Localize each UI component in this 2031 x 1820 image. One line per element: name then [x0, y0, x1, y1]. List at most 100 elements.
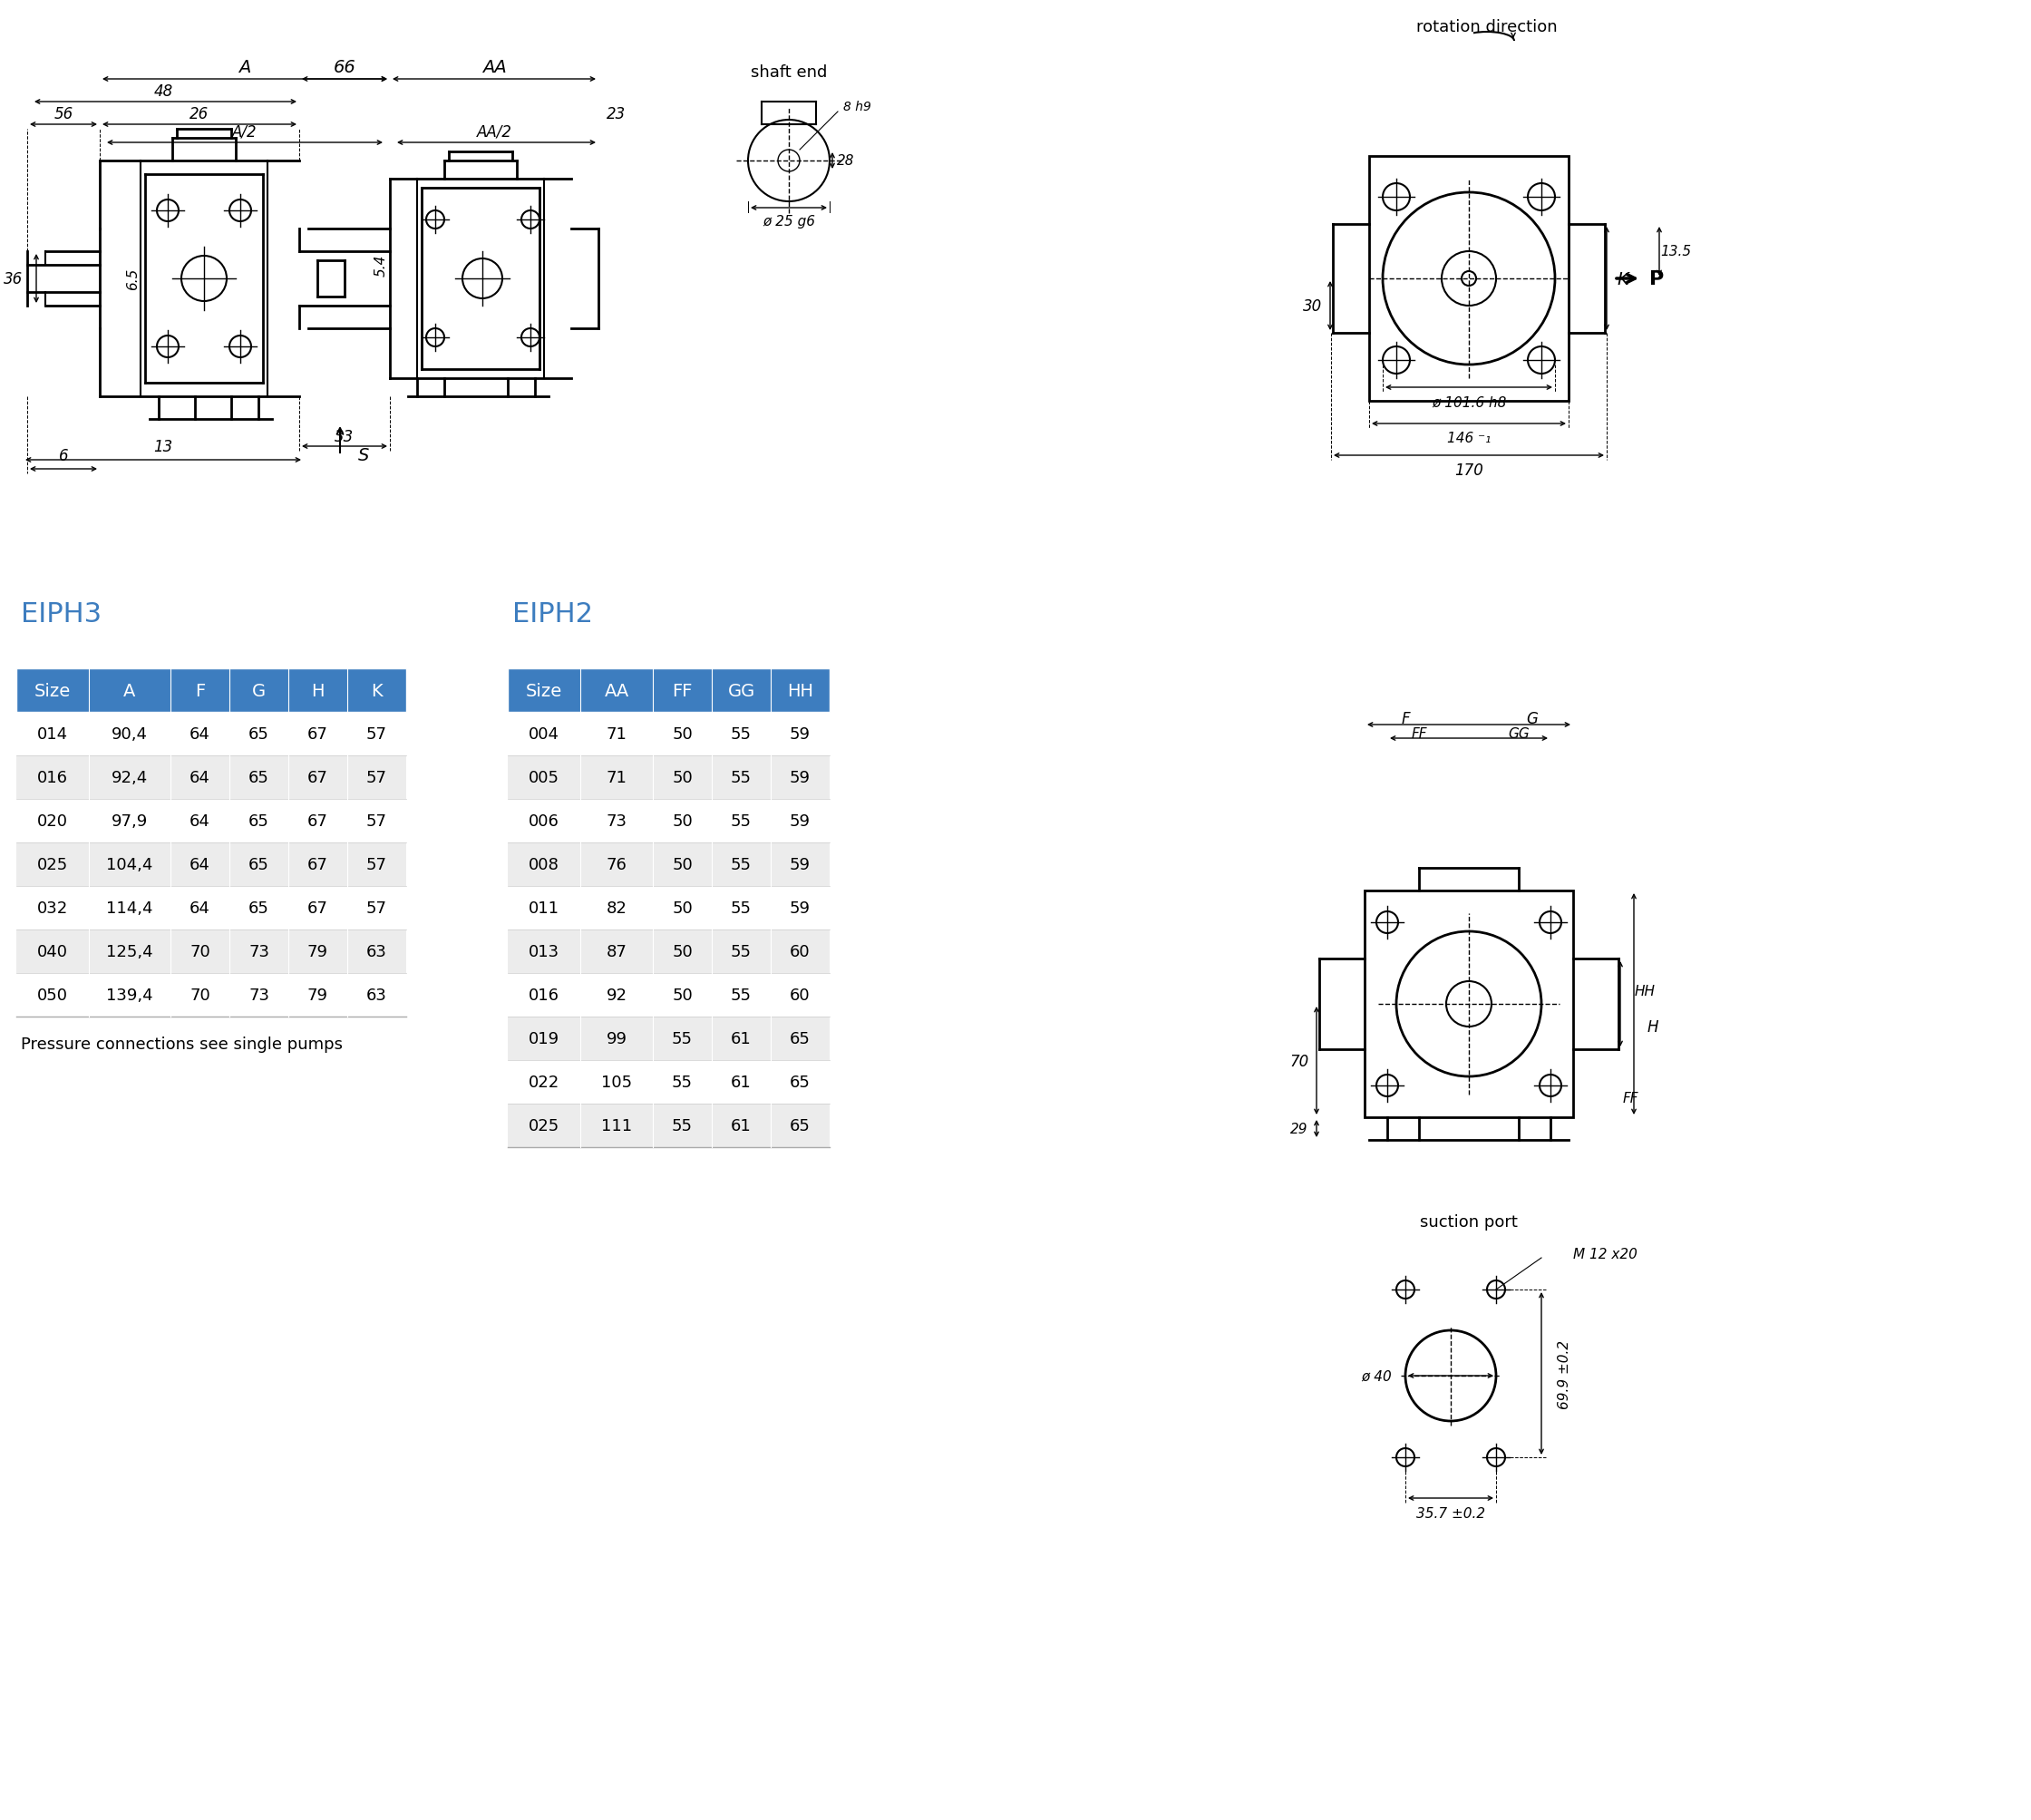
Bar	[16, 974, 406, 1017]
Text: P: P	[1649, 269, 1663, 288]
Text: 114,4: 114,4	[106, 901, 152, 915]
Text: 64: 64	[189, 857, 211, 874]
Bar	[16, 843, 406, 886]
Text: 55: 55	[731, 814, 751, 830]
Text: 016: 016	[528, 986, 559, 1003]
Text: 57: 57	[366, 770, 388, 786]
Text: FF: FF	[672, 682, 693, 699]
Text: 70: 70	[1290, 1052, 1308, 1068]
Bar	[16, 799, 406, 843]
Text: H: H	[1647, 1019, 1659, 1036]
Text: 004: 004	[528, 726, 559, 743]
Text: 35.7 ±0.2: 35.7 ±0.2	[1416, 1507, 1485, 1520]
Text: shaft end: shaft end	[751, 64, 827, 80]
Text: 66: 66	[333, 58, 355, 76]
Text: 022: 022	[528, 1074, 561, 1090]
Text: F: F	[195, 682, 205, 699]
Text: 55: 55	[672, 1074, 693, 1090]
Text: 025: 025	[37, 857, 69, 874]
Text: 111: 111	[601, 1117, 632, 1134]
Bar	[16, 930, 406, 974]
Text: 63: 63	[366, 986, 388, 1003]
Text: 56: 56	[55, 106, 73, 122]
Text: 73: 73	[605, 814, 628, 830]
Bar	[1365, 892, 1574, 1117]
Text: 61: 61	[731, 1074, 751, 1090]
Text: 032: 032	[37, 901, 69, 915]
Text: 82: 82	[605, 901, 628, 915]
Text: H: H	[311, 682, 325, 699]
Text: 125,4: 125,4	[106, 943, 152, 959]
Bar	[16, 712, 406, 755]
Text: 59: 59	[790, 857, 810, 874]
Text: 55: 55	[731, 901, 751, 915]
Text: S: S	[357, 448, 370, 464]
Text: 55: 55	[731, 857, 751, 874]
Text: 139,4: 139,4	[106, 986, 152, 1003]
Text: 59: 59	[790, 814, 810, 830]
Text: 64: 64	[189, 901, 211, 915]
Text: 025: 025	[528, 1117, 561, 1134]
Text: 55: 55	[672, 1117, 693, 1134]
Text: 014: 014	[37, 726, 69, 743]
Text: A: A	[240, 58, 252, 76]
Text: 50: 50	[672, 943, 693, 959]
Bar	[508, 712, 829, 755]
Text: 26: 26	[189, 106, 209, 122]
Text: 005: 005	[528, 770, 559, 786]
Text: 50: 50	[672, 901, 693, 915]
Text: 59: 59	[790, 726, 810, 743]
Text: 008: 008	[528, 857, 559, 874]
Text: 57: 57	[366, 857, 388, 874]
Text: 67: 67	[307, 814, 329, 830]
Text: 65: 65	[248, 770, 270, 786]
Text: 69.9 ±0.2: 69.9 ±0.2	[1558, 1340, 1572, 1409]
Text: ø 40: ø 40	[1361, 1369, 1391, 1383]
Text: 104,4: 104,4	[106, 857, 152, 874]
Text: 011: 011	[528, 901, 559, 915]
Text: 55: 55	[731, 770, 751, 786]
Text: 5.4: 5.4	[374, 255, 388, 277]
Text: 170: 170	[1454, 462, 1483, 479]
Text: rotation direction: rotation direction	[1416, 18, 1558, 35]
Text: K: K	[1617, 271, 1629, 288]
Text: 55: 55	[731, 726, 751, 743]
Text: G: G	[1527, 710, 1537, 726]
Text: 50: 50	[672, 986, 693, 1003]
Text: 79: 79	[307, 986, 329, 1003]
Bar	[508, 930, 829, 974]
Text: 92,4: 92,4	[112, 770, 148, 786]
Text: 30: 30	[1304, 298, 1322, 315]
Text: 105: 105	[601, 1074, 632, 1090]
Bar	[16, 886, 406, 930]
Text: 65: 65	[248, 857, 270, 874]
Text: 70: 70	[189, 986, 211, 1003]
Text: 55: 55	[731, 986, 751, 1003]
Text: 73: 73	[248, 943, 270, 959]
Text: 50: 50	[672, 814, 693, 830]
Text: 97,9: 97,9	[112, 814, 148, 830]
Text: 67: 67	[307, 726, 329, 743]
Bar	[16, 670, 406, 712]
Text: HH: HH	[1635, 985, 1655, 997]
Text: 65: 65	[790, 1074, 810, 1090]
Text: 57: 57	[366, 901, 388, 915]
Bar	[508, 670, 829, 712]
Text: F: F	[1401, 710, 1410, 726]
Text: 006: 006	[528, 814, 559, 830]
Text: 55: 55	[731, 943, 751, 959]
Text: 67: 67	[307, 857, 329, 874]
Text: 8 h9: 8 h9	[843, 100, 871, 113]
Text: GG: GG	[727, 682, 756, 699]
Text: 71: 71	[605, 726, 628, 743]
Text: 29: 29	[1290, 1121, 1308, 1136]
Text: 59: 59	[790, 770, 810, 786]
Text: 59: 59	[790, 901, 810, 915]
Text: 013: 013	[528, 943, 559, 959]
Text: AA/2: AA/2	[477, 124, 512, 140]
Text: 87: 87	[605, 943, 628, 959]
Text: 13.5: 13.5	[1659, 246, 1692, 258]
Text: 64: 64	[189, 770, 211, 786]
Text: 50: 50	[672, 770, 693, 786]
Text: 040: 040	[37, 943, 67, 959]
